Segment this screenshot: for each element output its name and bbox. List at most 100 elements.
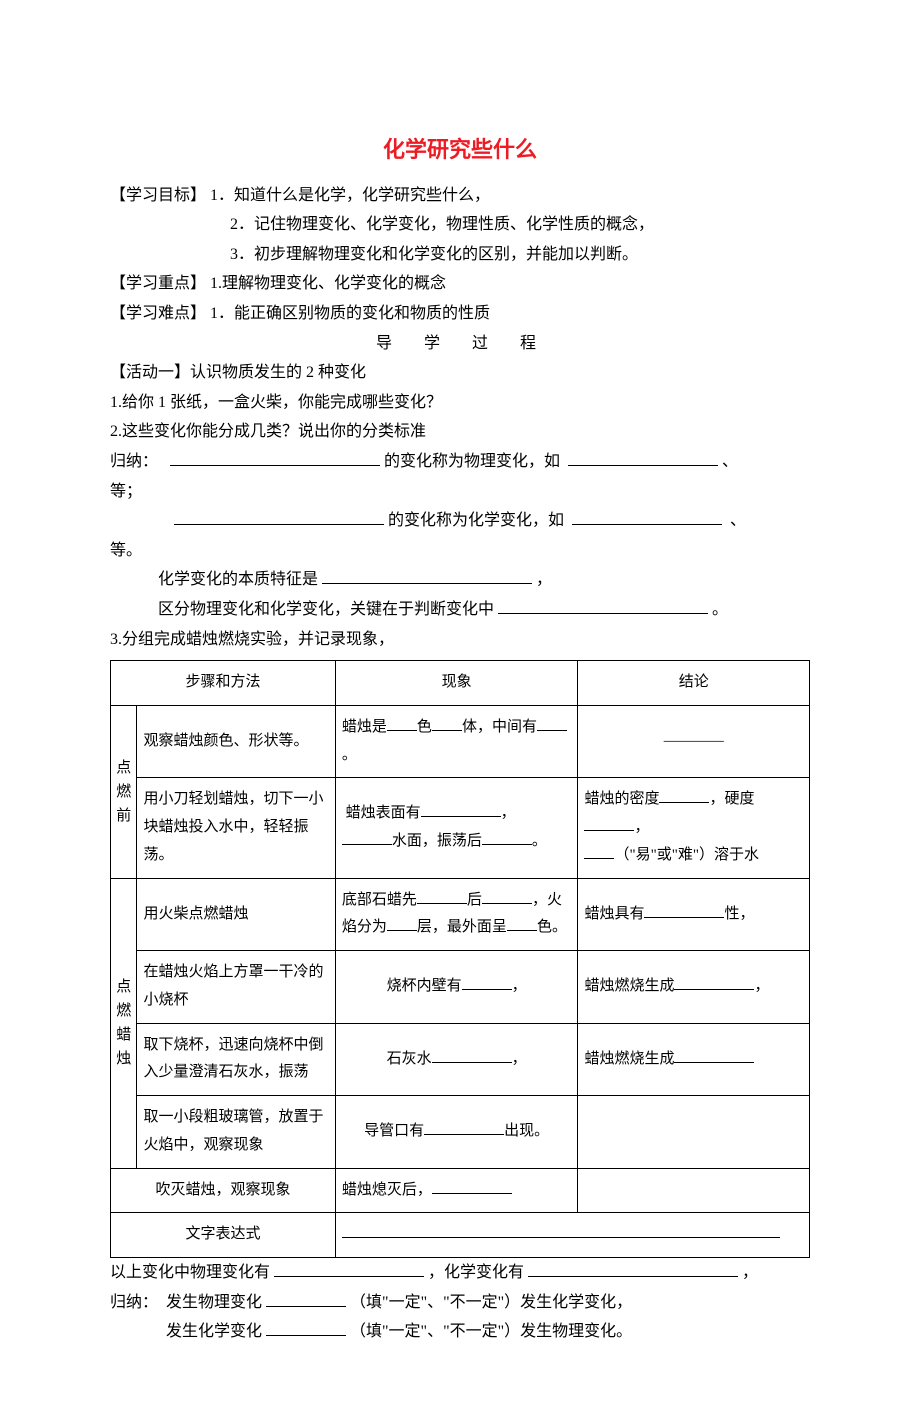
objective-1: 1．知道什么是化学，化学研究些什么， bbox=[210, 187, 490, 204]
r3-method: 用火柴点燃蜡烛 bbox=[137, 878, 335, 951]
focus-label: 【学习重点】 bbox=[110, 275, 206, 292]
blank[interactable] bbox=[584, 858, 614, 859]
r6-method: 取一小段粗玻璃管，放置于火焰中，观察现象 bbox=[137, 1096, 335, 1169]
difficulty-1: 1．能正确区别物质的变化和物质的性质 bbox=[210, 305, 490, 322]
blank[interactable] bbox=[537, 730, 567, 731]
r4-conclusion: 蜡烛燃烧生成， bbox=[578, 951, 810, 1024]
question-2: 2.这些变化你能分成几类？说出你的分类标准 bbox=[110, 417, 810, 447]
blank-distinguish[interactable] bbox=[498, 613, 708, 614]
table-row: 吹灭蜡烛，观察现象 蜡烛熄灭后， bbox=[111, 1168, 810, 1213]
r5-method: 取下烧杯，迅速向烧杯中倒入少量澄清石灰水，振荡 bbox=[137, 1023, 335, 1096]
blank-phys-changes[interactable] bbox=[274, 1276, 424, 1277]
objective-2: 2．记住物理变化、化学变化，物理性质、化学性质的概念， bbox=[110, 210, 810, 240]
table-row: 用小刀轻划蜡烛，切下一小块蜡烛投入水中，轻轻振荡。 蜡烛表面有， 水面，振荡后。… bbox=[111, 778, 810, 878]
essence-pre: 化学变化的本质特征是 bbox=[158, 571, 318, 588]
th-conclusion: 结论 bbox=[578, 661, 810, 706]
summary-label: 归纳： bbox=[110, 453, 158, 470]
focus-1: 1.理解物理变化、化学变化的概念 bbox=[210, 275, 446, 292]
blank-expression[interactable] bbox=[342, 1237, 780, 1238]
blank[interactable] bbox=[507, 930, 537, 931]
r1-method: 观察蜡烛颜色、形状等。 bbox=[137, 705, 335, 778]
blank[interactable] bbox=[421, 816, 501, 817]
final-summary-label: 归纳： bbox=[110, 1294, 158, 1311]
after-b: ，化学变化有 bbox=[428, 1264, 524, 1281]
r7-conclusion bbox=[578, 1168, 810, 1213]
phase-before: 点燃前 bbox=[111, 705, 137, 878]
summary-2b: 、 bbox=[730, 512, 746, 529]
final-summary-1: 归纳： 发生物理变化 （填"一定"、"不一定"）发生化学变化， bbox=[110, 1288, 810, 1318]
blank[interactable] bbox=[387, 930, 417, 931]
final-summary-2: 发生化学变化 （填"一定"、"不一定"）发生物理变化。 bbox=[110, 1317, 810, 1347]
table-row: 取下烧杯，迅速向烧杯中倒入少量澄清石灰水，振荡 石灰水， 蜡烛燃烧生成 bbox=[111, 1023, 810, 1096]
table-row: 在蜡烛火焰上方罩一干冷的小烧杯 烧杯内壁有， 蜡烛燃烧生成， bbox=[111, 951, 810, 1024]
difficulty-label: 【学习难点】 bbox=[110, 305, 206, 322]
summary-1a: 的变化称为物理变化，如 bbox=[384, 453, 560, 470]
r7-method: 吹灭蜡烛，观察现象 bbox=[111, 1168, 336, 1213]
r4-phenomenon: 烧杯内壁有， bbox=[335, 951, 578, 1024]
blank[interactable] bbox=[387, 730, 417, 731]
blank[interactable] bbox=[659, 802, 709, 803]
th-method: 步骤和方法 bbox=[111, 661, 336, 706]
r2-phenomenon: 蜡烛表面有， 水面，振荡后。 bbox=[335, 778, 578, 878]
distinguish-line: 区分物理变化和化学变化，关键在于判断变化中 。 bbox=[110, 595, 810, 625]
summary-2: 的变化称为化学变化，如 、 bbox=[110, 506, 810, 536]
after-a: 以上变化中物理变化有 bbox=[110, 1264, 270, 1281]
blank[interactable] bbox=[644, 917, 724, 918]
after-table-line: 以上变化中物理变化有 ，化学变化有 ， bbox=[110, 1258, 810, 1288]
r5-phenomenon: 石灰水， bbox=[335, 1023, 578, 1096]
blank[interactable] bbox=[417, 903, 467, 904]
blank[interactable] bbox=[482, 903, 532, 904]
blank[interactable] bbox=[674, 1062, 754, 1063]
blank-must1[interactable] bbox=[266, 1306, 346, 1307]
table-row: 取一小段粗玻璃管，放置于火焰中，观察现象 导管口有出现。 bbox=[111, 1096, 810, 1169]
doc-title: 化学研究些什么 bbox=[110, 130, 810, 171]
final-2a: 发生化学变化 bbox=[166, 1323, 262, 1340]
blank[interactable] bbox=[432, 1193, 512, 1194]
r1-conclusion: ———— bbox=[578, 705, 810, 778]
table-row: 文字表达式 bbox=[111, 1213, 810, 1258]
objectives-label: 【学习目标】 bbox=[110, 187, 206, 204]
r8-method: 文字表达式 bbox=[111, 1213, 336, 1258]
distinguish-suf: 。 bbox=[712, 601, 728, 618]
blank-essence[interactable] bbox=[322, 583, 532, 584]
blank[interactable] bbox=[462, 989, 512, 990]
summary-2a: 的变化称为化学变化，如 bbox=[388, 512, 564, 529]
essence-line: 化学变化的本质特征是 ， bbox=[110, 565, 810, 595]
experiment-table: 步骤和方法 现象 结论 点燃前 观察蜡烛颜色、形状等。 蜡烛是色体，中间有。 —… bbox=[110, 660, 810, 1258]
objective-3: 3．初步理解物理变化和化学变化的区别，并能加以判断。 bbox=[110, 240, 810, 270]
blank-physical-ex1[interactable] bbox=[568, 465, 718, 466]
r6-conclusion bbox=[578, 1096, 810, 1169]
etc-1: 等； bbox=[110, 477, 810, 507]
r3-phenomenon: 底部石蜡先后，火焰分为层，最外面呈色。 bbox=[335, 878, 578, 951]
r3-conclusion: 蜡烛具有性， bbox=[578, 878, 810, 951]
table-row: 点燃蜡烛 用火柴点燃蜡烛 底部石蜡先后，火焰分为层，最外面呈色。 蜡烛具有性， bbox=[111, 878, 810, 951]
distinguish-pre: 区分物理变化和化学变化，关键在于判断变化中 bbox=[158, 601, 494, 618]
blank[interactable] bbox=[342, 844, 392, 845]
blank-chemical-ex1[interactable] bbox=[572, 524, 722, 525]
r8-expression bbox=[335, 1213, 809, 1258]
table-row: 点燃前 观察蜡烛颜色、形状等。 蜡烛是色体，中间有。 ———— bbox=[111, 705, 810, 778]
blank[interactable] bbox=[482, 844, 532, 845]
essence-suf: ， bbox=[536, 571, 552, 588]
blank[interactable] bbox=[674, 989, 754, 990]
r2-conclusion: 蜡烛的密度，硬度， （"易"或"难"）溶于水 bbox=[578, 778, 810, 878]
blank[interactable] bbox=[584, 830, 634, 831]
blank[interactable] bbox=[432, 730, 462, 731]
blank[interactable] bbox=[432, 1062, 512, 1063]
table-header-row: 步骤和方法 现象 结论 bbox=[111, 661, 810, 706]
blank-physical-def[interactable] bbox=[170, 465, 380, 466]
question-3: 3.分组完成蜡烛燃烧实验，并记录现象， bbox=[110, 625, 810, 655]
th-phenomenon: 现象 bbox=[335, 661, 578, 706]
question-1: 1.给你 1 张纸，一盒火柴，你能完成哪些变化？ bbox=[110, 388, 810, 418]
blank[interactable] bbox=[424, 1134, 504, 1135]
final-1a: 发生物理变化 bbox=[166, 1294, 262, 1311]
r4-method: 在蜡烛火焰上方罩一干冷的小烧杯 bbox=[137, 951, 335, 1024]
blank-chemical-def[interactable] bbox=[174, 524, 384, 525]
blank-must2[interactable] bbox=[266, 1335, 346, 1336]
r7-phenomenon: 蜡烛熄灭后， bbox=[335, 1168, 578, 1213]
after-c: ， bbox=[742, 1264, 758, 1281]
focus-line: 【学习重点】 1.理解物理变化、化学变化的概念 bbox=[110, 269, 810, 299]
difficulty-line: 【学习难点】 1．能正确区别物质的变化和物质的性质 bbox=[110, 299, 810, 329]
process-heading: 导 学 过 程 bbox=[110, 329, 810, 359]
blank-chem-changes[interactable] bbox=[528, 1276, 738, 1277]
